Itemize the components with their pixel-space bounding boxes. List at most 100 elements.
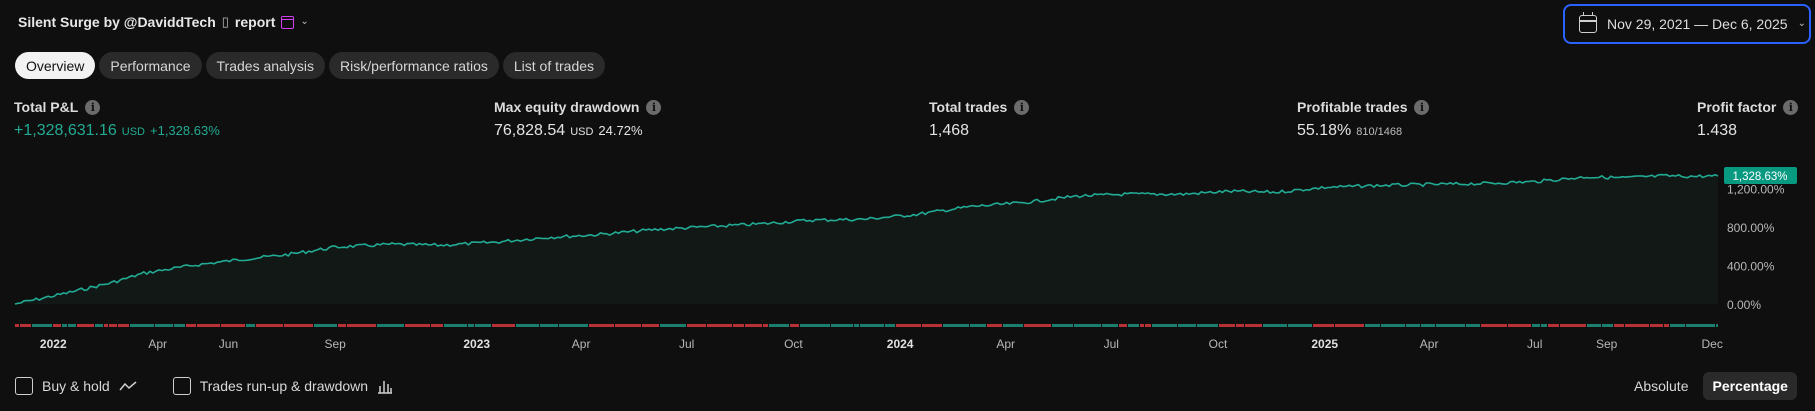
losing-trade-segment [589,324,614,327]
winning-trade-segment [860,324,884,327]
info-icon[interactable]: i [646,99,662,115]
losing-trade-segment [1245,324,1262,327]
stat-unit: USD [570,126,594,138]
losing-trade-segment [1481,324,1507,327]
losing-trade-segment [745,324,762,327]
x-tick-label: 2022 [40,337,67,351]
x-tick-label: 2023 [463,337,490,351]
runup-drawdown-toggle[interactable]: Trades run-up & drawdown [172,377,393,395]
tab-trades-analysis[interactable]: Trades analysis [205,52,326,79]
stat-value: 76,828.54 [494,122,566,139]
buy-hold-checkbox[interactable] [15,377,33,395]
winning-trade-segment [1532,324,1540,327]
report-label: report [234,14,276,30]
stat-value: +1,328,631.16 [14,122,117,139]
date-range-button[interactable]: Nov 29, 2021 — Dec 6, 2025 ⌄ [1563,4,1811,44]
losing-trade-segment [1560,324,1586,327]
winning-trade-segment [1128,324,1139,327]
losing-trade-segment [1140,324,1144,327]
losing-trade-segment [733,324,744,327]
placeholder-glyph-icon: ▯ [221,14,229,29]
losing-trade-segment [1508,324,1531,327]
losing-trade-segment [20,324,31,327]
winning-trade-segment [1365,324,1380,327]
losing-trade-segment [1313,324,1334,327]
losing-trade-segment [790,324,799,327]
tab-list-of-trades[interactable]: List of trades [502,52,606,79]
date-range-text: Nov 29, 2021 — Dec 6, 2025 [1607,16,1788,32]
stat-profitable-trades: Profitable trades i 55.18% 810/1468 [1297,99,1430,140]
x-tick-label: Jun [219,337,238,351]
losing-trade-segment [896,324,921,327]
winning-trade-segment [475,324,491,327]
info-icon[interactable]: i [1783,99,1799,115]
chevron-down-icon[interactable]: ⌄ [300,15,309,27]
report-title-row[interactable]: Silent Surge by @DaviddTech ▯ report ⌄ [18,14,309,30]
equity-line [14,173,1719,305]
line-chart-icon [119,381,137,391]
winning-trade-segment [1716,324,1718,327]
tab-risk-performance-ratios[interactable]: Risk/performance ratios [329,52,499,79]
losing-trade-segment [987,324,1002,327]
losing-trade-segment [687,324,706,327]
winning-trade-segment [1102,324,1118,327]
percentage-button[interactable]: Percentage [1703,372,1797,400]
absolute-button[interactable]: Absolute [1634,378,1689,394]
losing-trade-segment [186,324,196,327]
x-tick-label: Sep [325,337,347,351]
stat-total-trades: Total trades i 1,468 [929,99,1030,140]
losing-trade-segment [118,324,129,327]
winning-trade-segment [155,324,173,327]
x-tick-label: Oct [784,337,803,351]
winning-trade-segment [1406,324,1420,327]
stat-value: 1,468 [929,122,970,139]
x-tick-label: Oct [1209,337,1228,351]
losing-trade-segment [284,324,313,327]
winning-trade-segment [1288,324,1312,327]
losing-trade-segment [347,324,376,327]
winning-trade-segment [1686,324,1715,327]
equity-area [15,174,1718,304]
stat-label: Profit factor [1697,99,1777,115]
tab-bar: Overview Performance Trades analysis Ris… [15,52,606,79]
losing-trade-segment [431,324,443,327]
stat-value: 1.438 [1697,122,1738,139]
buy-hold-toggle[interactable]: Buy & hold [15,377,137,395]
winning-trade-segment [1074,324,1101,327]
winning-trade-segment [1197,324,1218,327]
winning-trade-segment [246,324,255,327]
losing-trade-segment [1614,324,1624,327]
winning-trade-segment [32,324,52,327]
winning-trade-segment [1466,324,1480,327]
winning-trade-segment [1003,324,1023,327]
losing-trade-segment [256,324,283,327]
runup-drawdown-checkbox[interactable] [172,377,191,395]
info-icon[interactable]: i [1414,99,1430,115]
info-icon[interactable]: i [1014,99,1030,115]
losing-trade-segment [1625,324,1649,327]
losing-trade-segment [1219,324,1235,327]
info-icon[interactable]: i [85,99,101,115]
x-tick-label: Jul [1527,337,1542,351]
winning-trade-segment [800,324,830,327]
winning-trade-segment [885,324,895,327]
losing-trade-segment [1119,324,1127,327]
losing-trade-segment [642,324,659,327]
runup-drawdown-label: Trades run-up & drawdown [199,378,369,394]
losing-trade-segment [197,324,220,327]
losing-trade-segment [338,324,346,327]
tab-performance[interactable]: Performance [99,52,202,79]
losing-trade-segment [221,324,245,327]
tab-overview[interactable]: Overview [15,52,96,79]
equity-chart[interactable]: 0.00% 400.00% 800.00% 1,200.00%1,328.63% 202… [0,160,1815,360]
stat-label: Total P&L [14,99,79,115]
losing-trade-segment [15,324,19,327]
losing-trade-segment [1236,324,1244,327]
losing-trade-segment [922,324,942,327]
winning-trade-segment [174,324,185,327]
winning-trade-segment [1052,324,1073,327]
losing-trade-segment [615,324,641,327]
chart-options: Buy & hold Trades run-up & drawdown [15,377,429,395]
stat-total-pnl: Total P&L i +1,328,631.16 USD +1,328.63% [14,99,220,140]
winning-trade-segment [130,324,154,327]
